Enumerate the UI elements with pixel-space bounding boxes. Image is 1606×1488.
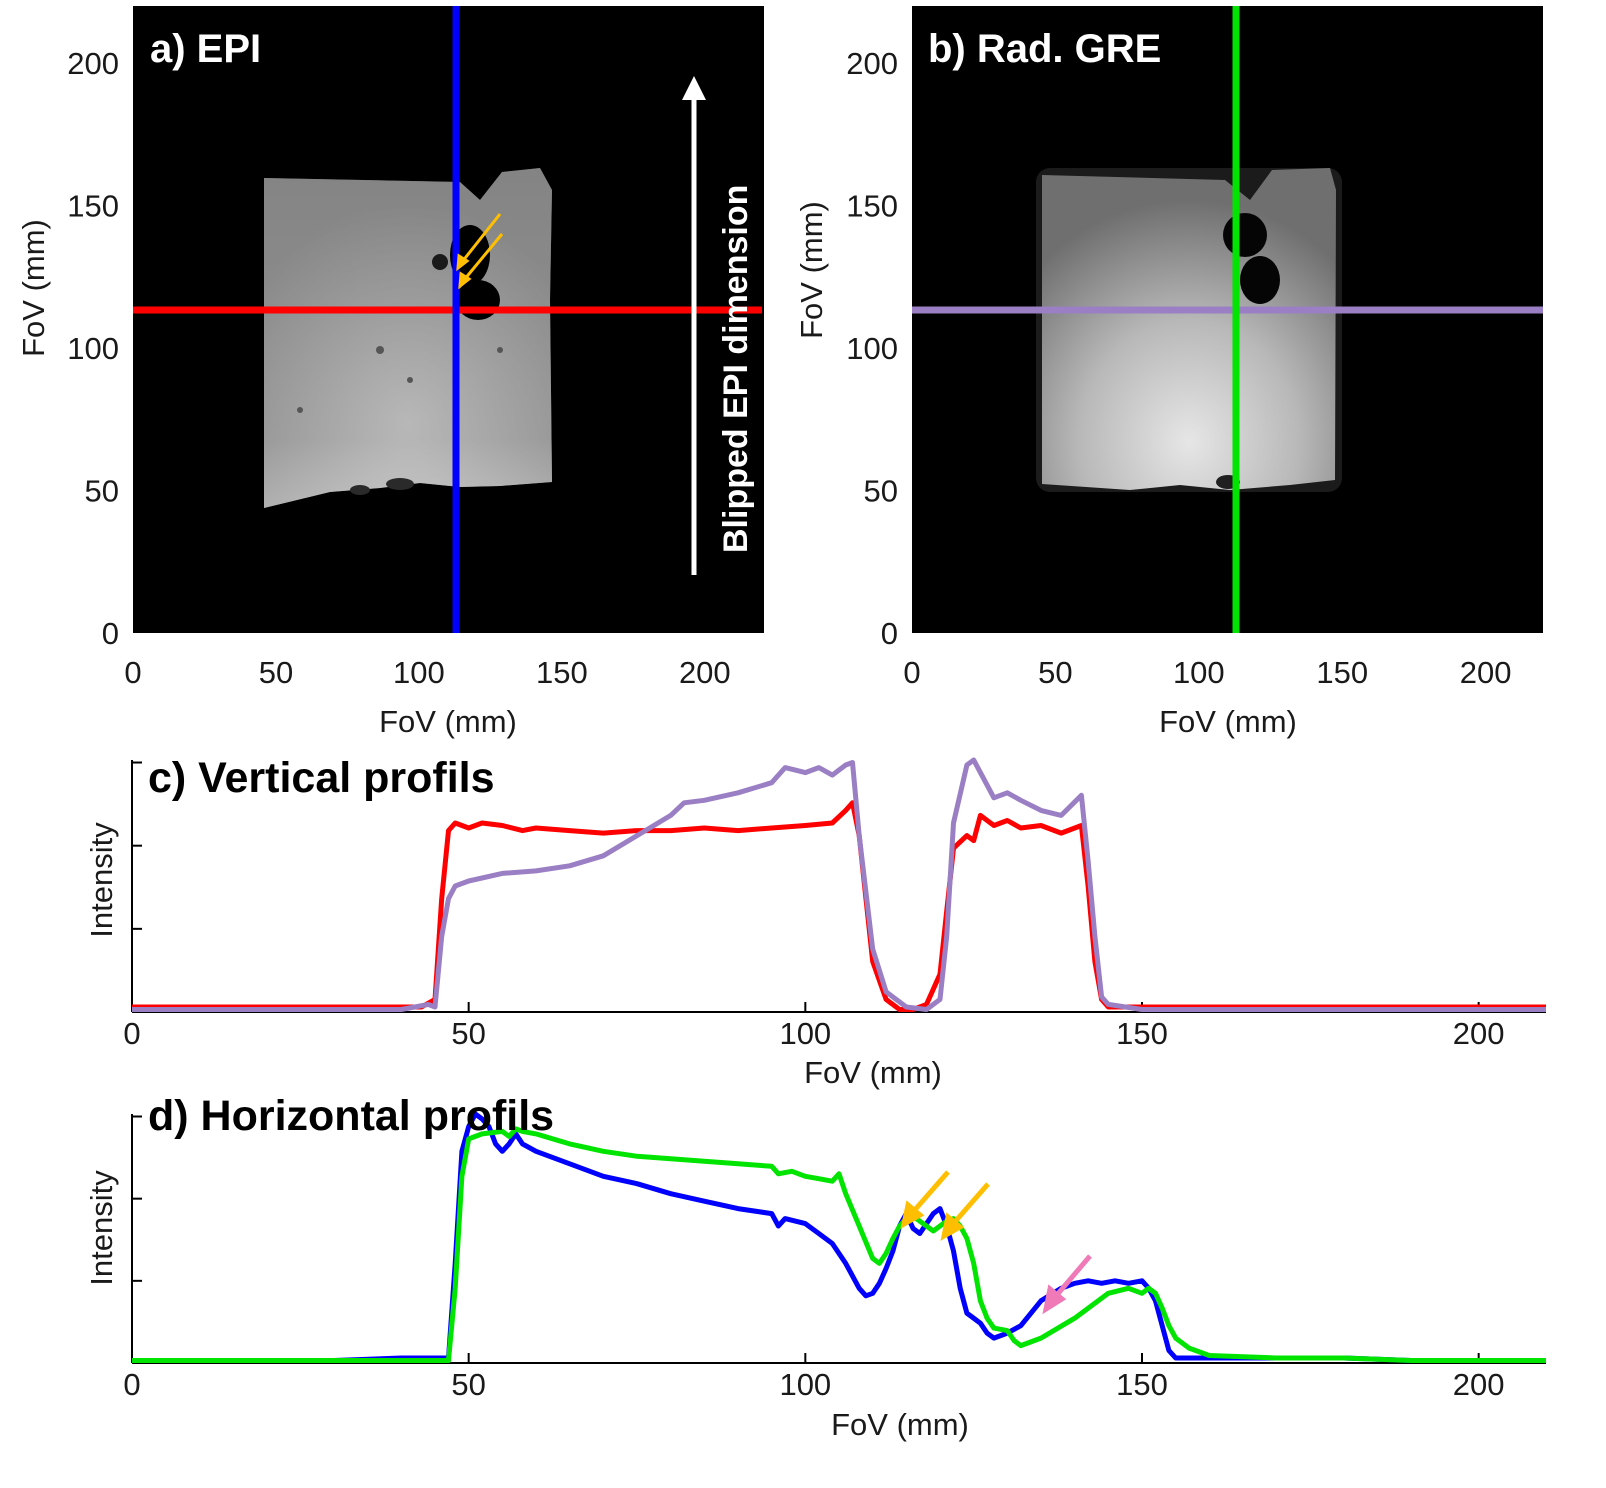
y-tick-label: 150 [67, 189, 119, 224]
series-line-epi [132, 1111, 1546, 1363]
panel-c-ylabel: Intensity [84, 822, 119, 938]
panel-b-title: b) Rad. GRE [928, 27, 1161, 71]
x-tick-label: 0 [123, 1367, 140, 1402]
x-tick-label: 50 [1038, 655, 1072, 690]
series-line-epi [132, 800, 1546, 1012]
panel-b-ticks: 0 50 100 150 200 0 50 100 150 200 [846, 46, 1511, 690]
panel-a-ticks: 0 50 100 150 200 0 50 100 150 200 [67, 46, 730, 690]
x-tick-label: 150 [1116, 1016, 1168, 1051]
orange-arrow-1 [900, 1170, 950, 1229]
panel-d-plot [132, 1111, 1546, 1363]
y-tick-label: 50 [864, 474, 898, 509]
pink-arrow [1042, 1254, 1092, 1315]
panel-b-ylabel: FoV (mm) [794, 201, 829, 339]
x-tick-label: 100 [393, 655, 445, 690]
blipped-epi-label: Blipped EPI dimension [717, 185, 755, 553]
x-tick-label: 50 [259, 655, 293, 690]
panel-a-ylabel: FoV (mm) [16, 219, 51, 357]
orange-arrow-2 [940, 1182, 990, 1241]
x-tick-label: 100 [779, 1367, 831, 1402]
panel-d: 0 50 100 150 200 d) Horizontal profils FoV (… [84, 1092, 1546, 1442]
panel-a-xlabel: FoV (mm) [379, 704, 517, 739]
x-tick-label: 100 [779, 1016, 831, 1051]
x-tick-label: 150 [1116, 1367, 1168, 1402]
blipped-epi-arrow [682, 76, 706, 575]
x-tick-label: 100 [1173, 655, 1225, 690]
x-tick-label: 200 [1460, 655, 1512, 690]
y-tick-label: 200 [846, 46, 898, 81]
epi-artifact-arrows [456, 213, 504, 290]
y-tick-label: 100 [67, 331, 119, 366]
panel-b-xlabel: FoV (mm) [1159, 704, 1297, 739]
y-tick-label: 150 [846, 189, 898, 224]
x-tick-label: 0 [903, 655, 920, 690]
panel-c: 0 50 100 150 200 c) Vertical profils FoV (mm… [84, 754, 1546, 1090]
series-line-radial-gre [132, 1126, 1546, 1363]
panel-a: Blipped EPI dimension a) EPI 0 50 100 150 20… [16, 6, 764, 739]
y-tick-label: 50 [85, 474, 119, 509]
panel-b: b) Rad. GRE 0 50 100 150 200 0 50 100 150 200 FoV… [794, 6, 1543, 739]
panel-c-title: c) Vertical profils [148, 754, 495, 802]
panel-c-plot [132, 757, 1546, 1012]
panel-a-title: a) EPI [150, 27, 261, 71]
x-tick-label: 50 [451, 1016, 485, 1051]
x-tick-label: 0 [123, 1016, 140, 1051]
epi-phantom [264, 168, 552, 508]
panel-c-xlabel: FoV (mm) [804, 1055, 942, 1090]
panel-d-title: d) Horizontal profils [148, 1092, 554, 1140]
x-tick-label: 0 [124, 655, 141, 690]
panel-d-arrows [900, 1170, 1092, 1315]
x-tick-label: 200 [1453, 1016, 1505, 1051]
x-tick-label: 150 [536, 655, 588, 690]
x-tick-label: 200 [679, 655, 731, 690]
panel-d-xlabel: FoV (mm) [831, 1407, 969, 1442]
gre-phantom [1036, 168, 1342, 492]
y-tick-label: 0 [102, 616, 119, 651]
x-tick-label: 150 [1316, 655, 1368, 690]
y-tick-label: 200 [67, 46, 119, 81]
panel-d-ylabel: Intensity [84, 1170, 119, 1286]
series-line-radial-gre [132, 757, 1546, 1012]
x-tick-label: 200 [1453, 1367, 1505, 1402]
y-tick-label: 100 [846, 331, 898, 366]
y-tick-label: 0 [881, 616, 898, 651]
x-tick-label: 50 [451, 1367, 485, 1402]
